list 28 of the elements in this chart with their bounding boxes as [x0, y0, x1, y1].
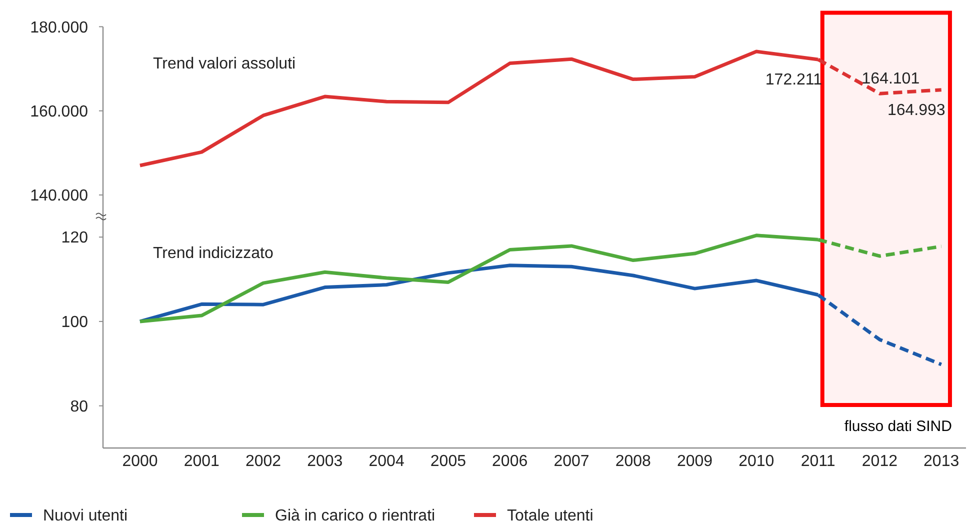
annotation: Trend valori assoluti	[153, 56, 296, 73]
legend-label: Nuovi utenti	[43, 508, 128, 524]
data-label: 164.993	[888, 102, 946, 119]
legend-label: Già in carico o rientrati	[275, 508, 436, 524]
x-tick-label: 2012	[862, 453, 898, 470]
x-tick-label: 2006	[492, 453, 528, 470]
x-tick-label: 2001	[184, 453, 220, 470]
annotation: Trend indicizzato	[153, 245, 274, 262]
band-label: flusso dati SIND	[844, 418, 952, 435]
x-tick-label: 2009	[676, 453, 713, 470]
x-tick-label: 2005	[430, 453, 466, 470]
x-tick-label: 2013	[924, 453, 960, 470]
x-tick-label: 2010	[738, 453, 774, 470]
y-tick-label: 160.000	[30, 103, 88, 120]
legend-label: Totale utenti	[507, 508, 594, 524]
y-tick-label: 80	[70, 398, 88, 416]
x-tick-label: 2011	[800, 453, 836, 470]
y-tick-label: 180.000	[30, 19, 88, 36]
data-label: 164.101	[862, 70, 920, 88]
y-tick-label: 100	[61, 314, 88, 332]
x-tick-label: 2007	[554, 453, 590, 470]
x-tick-label: 2002	[245, 453, 282, 470]
x-tick-label: 2004	[368, 453, 404, 470]
y-tick-label: 140.000	[30, 188, 88, 205]
x-tick-label: 2000	[122, 453, 158, 470]
x-tick-label: 2003	[307, 453, 343, 470]
y-tick-label: 120	[61, 230, 88, 247]
x-tick-label: 2008	[615, 453, 652, 470]
